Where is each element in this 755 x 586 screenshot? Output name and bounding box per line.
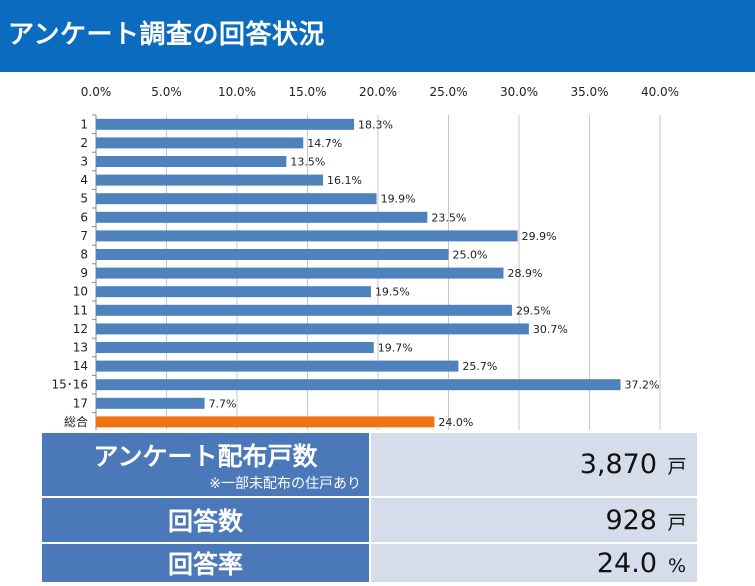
page-title: アンケート調査の回答状況 — [8, 20, 325, 50]
bar — [96, 230, 518, 242]
bar — [96, 323, 529, 335]
category-label: 10 — [73, 285, 88, 299]
category-label: 13 — [73, 341, 88, 355]
data-label: 29.5% — [516, 304, 551, 317]
distributed-households-value: 3,870 — [579, 449, 657, 480]
summary-table: アンケート配布戸数 ※一部未配布の住戸あり 3,870 戸 回答数 928 戸 回答… — [42, 433, 697, 584]
category-label: 17 — [73, 396, 88, 410]
summary-row-responses: 回答数 928 戸 — [42, 497, 697, 544]
category-label: 3 — [80, 155, 88, 169]
bar — [96, 249, 449, 260]
responses-unit: 戸 — [667, 511, 687, 534]
bar — [96, 379, 621, 391]
total-bar — [96, 416, 435, 428]
x-tick-label: 10.0% — [218, 85, 256, 99]
summary-row-rate: 回答率 24.0% — [42, 543, 697, 584]
category-label: 4 — [80, 173, 88, 187]
responses-value: 928 — [605, 504, 657, 536]
responses-value-cell: 928 戸 — [370, 497, 697, 544]
x-tick-label: 20.0% — [359, 85, 397, 99]
category-label: 総合 — [64, 414, 88, 429]
data-label: 19.5% — [375, 286, 410, 299]
bar — [96, 267, 504, 279]
bar — [96, 360, 459, 372]
category-label: 7 — [80, 229, 88, 243]
data-label: 24.0% — [438, 416, 473, 429]
data-label: 25.7% — [462, 360, 497, 373]
response-rate-value: 24.0 — [596, 547, 657, 579]
data-label: 29.9% — [522, 230, 557, 243]
category-label: 1 — [80, 117, 88, 131]
data-label: 25.0% — [453, 249, 488, 262]
data-label: 13.5% — [290, 156, 325, 169]
x-tick-label: 25.0% — [429, 85, 467, 99]
data-label: 28.9% — [507, 267, 542, 280]
category-label: 9 — [80, 266, 88, 280]
category-label: 8 — [80, 248, 88, 262]
distributed-households-unit: 戸 — [667, 456, 687, 478]
distributed-households-label: アンケート配布戸数 — [93, 441, 318, 471]
bar — [96, 211, 428, 223]
data-label: 30.7% — [533, 323, 568, 336]
distributed-households-label-cell: アンケート配布戸数 ※一部未配布の住戸あり — [42, 433, 371, 498]
category-label: 12 — [73, 322, 88, 336]
bar — [96, 174, 324, 186]
category-label: 2 — [80, 136, 88, 150]
summary-row-distributed: アンケート配布戸数 ※一部未配布の住戸あり 3,870 戸 — [42, 433, 697, 498]
category-label: 6 — [80, 210, 88, 224]
distributed-households-note: ※一部未配布の住戸あり — [209, 475, 361, 492]
distributed-households-value-cell: 3,870 戸 — [370, 433, 697, 498]
x-tick-label: 0.0% — [81, 85, 112, 99]
x-tick-label: 5.0% — [151, 85, 182, 99]
response-rate-value-cell: 24.0% — [370, 543, 697, 584]
category-label: 15･16 — [51, 378, 88, 392]
response-rate-unit: % — [667, 554, 687, 577]
category-label: 11 — [73, 303, 88, 317]
response-rate-label: 回答率 — [167, 550, 243, 579]
responses-label: 回答数 — [167, 507, 243, 536]
data-label: 19.9% — [381, 193, 416, 206]
category-label: 5 — [80, 192, 88, 206]
data-label: 19.7% — [378, 342, 413, 355]
bar — [96, 137, 304, 149]
data-label: 14.7% — [307, 137, 342, 150]
x-tick-label: 30.0% — [500, 85, 538, 99]
bar — [96, 118, 355, 130]
bar — [96, 286, 371, 298]
data-label: 7.7% — [209, 397, 237, 410]
response-rate-bar-chart: 0.0% 5.0% 10.0% 15.0% 20.0% 25.0% 30.0% 35.0% 40… — [51, 85, 679, 430]
data-label: 23.5% — [431, 211, 466, 224]
category-label: 14 — [73, 359, 88, 373]
bar — [96, 304, 512, 316]
bar — [96, 342, 374, 353]
data-label: 37.2% — [625, 379, 660, 392]
responses-label-cell: 回答数 — [42, 497, 371, 544]
bar — [96, 156, 287, 167]
x-tick-label: 15.0% — [288, 85, 326, 99]
bar — [96, 397, 205, 409]
data-label: 18.3% — [358, 118, 393, 131]
data-label: 16.1% — [327, 174, 362, 187]
x-tick-label: 40.0% — [641, 85, 679, 99]
x-tick-label: 35.0% — [570, 85, 608, 99]
header-bar: アンケート調査の回答状況 — [0, 0, 755, 72]
response-rate-label-cell: 回答率 — [42, 543, 371, 584]
bar — [96, 193, 377, 205]
